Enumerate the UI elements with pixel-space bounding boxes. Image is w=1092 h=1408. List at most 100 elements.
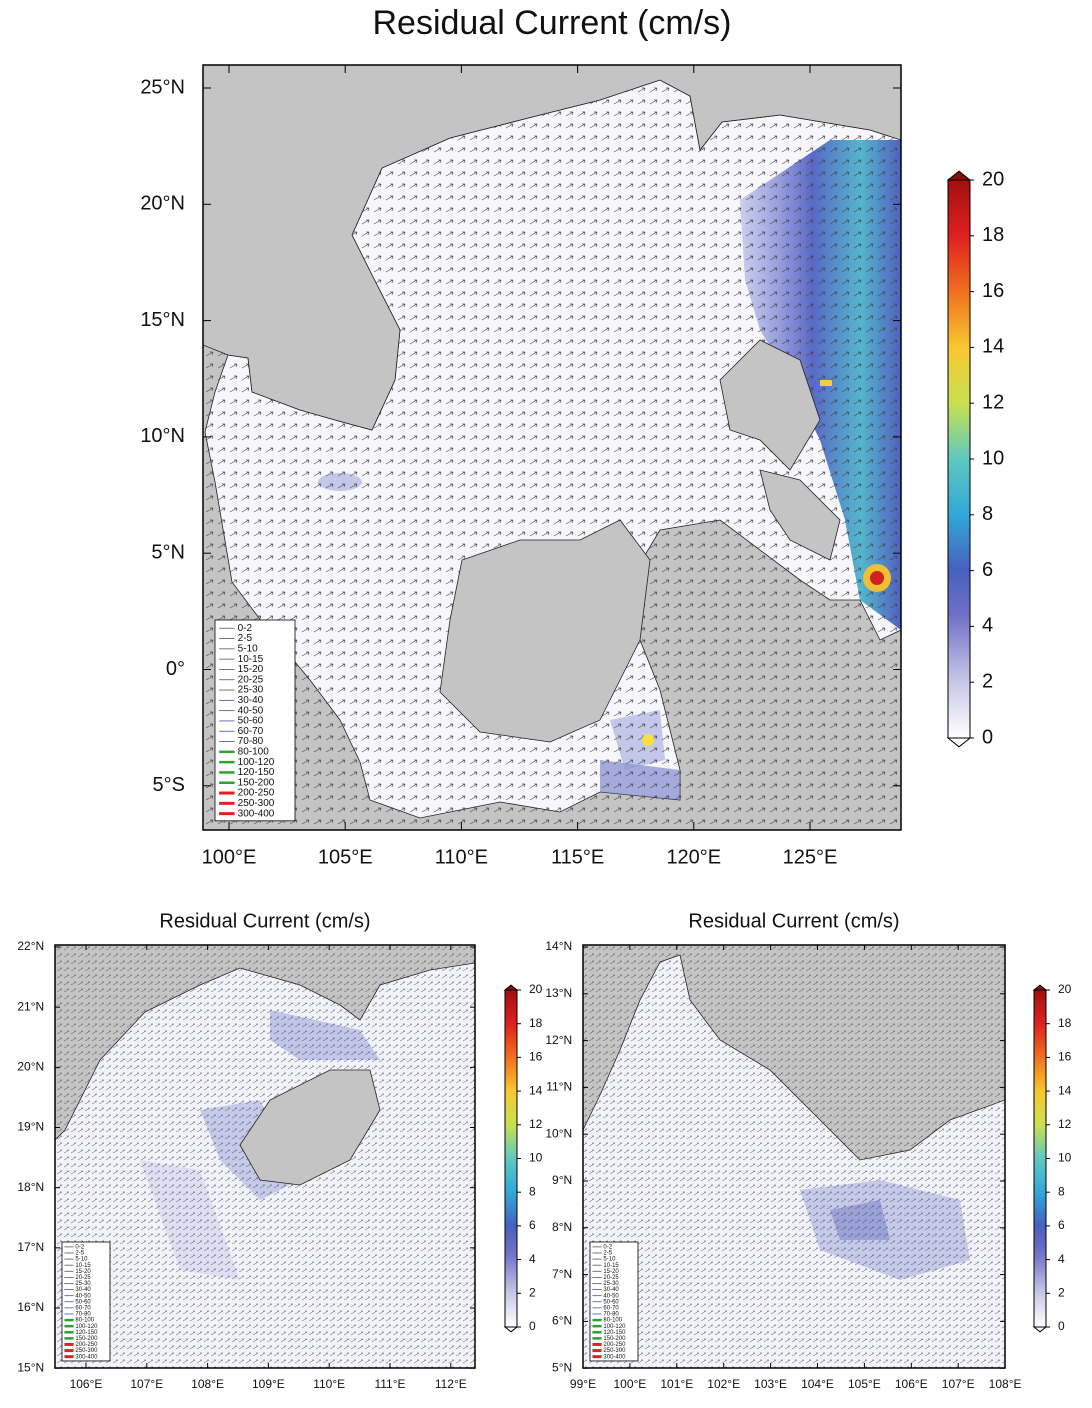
colorbar-tick-label: 10 <box>529 1151 543 1165</box>
lon-tick-label: 111°E <box>374 1377 405 1391</box>
legend-label: 2-5 <box>238 633 253 644</box>
legend-label: 10-15 <box>75 1263 91 1269</box>
colorbar-tick-label: 20 <box>1058 982 1072 996</box>
colorbar-tick-label: 8 <box>1058 1184 1065 1198</box>
lat-tick-label: 18°N <box>17 1180 44 1194</box>
legend-label: 50-60 <box>603 1299 619 1305</box>
legend-label: 20-25 <box>603 1275 619 1281</box>
lon-tick-label: 104°E <box>801 1377 834 1391</box>
legend-label: 60-70 <box>75 1305 91 1311</box>
lat-tick-label: 6°N <box>552 1314 572 1328</box>
legend-label: 300-400 <box>75 1354 98 1360</box>
map-title: Residual Current (cm/s) <box>373 4 732 42</box>
lat-tick-label: 17°N <box>17 1240 44 1254</box>
legend-label: 50-60 <box>75 1299 91 1305</box>
legend-label: 15-20 <box>75 1269 91 1275</box>
lon-tick-label: 106°E <box>895 1377 928 1391</box>
colorbar-tick-label: 2 <box>529 1285 536 1299</box>
lat-tick-label: 5°N <box>552 1360 572 1374</box>
colorbar-tick-label: 20 <box>982 168 1004 190</box>
lat-tick-label: 5°N <box>151 541 185 563</box>
legend-label: 300-400 <box>238 808 275 819</box>
colorbar-cap <box>946 170 972 181</box>
legend-label: 80-100 <box>75 1318 94 1324</box>
legend-label: 300-400 <box>603 1354 626 1360</box>
lon-tick-label: 101°E <box>660 1377 693 1391</box>
legend-label: 15-20 <box>603 1269 619 1275</box>
colorbar-tick-label: 6 <box>982 559 993 581</box>
legend-label: 120-150 <box>603 1330 626 1336</box>
legend-label: 150-200 <box>603 1336 626 1342</box>
colorbar-tick-label: 14 <box>529 1083 543 1097</box>
colorbar-tick-label: 4 <box>982 615 993 637</box>
legend-label: 5-10 <box>603 1257 616 1263</box>
lat-tick-label: 22°N <box>17 939 44 953</box>
lon-tick-label: 109°E <box>252 1377 285 1391</box>
map-title: Residual Current (cm/s) <box>159 910 370 932</box>
colorbar-tick-label: 8 <box>982 503 993 525</box>
lat-tick-label: 15°N <box>140 309 185 331</box>
legend-label: 250-300 <box>75 1348 98 1354</box>
lat-tick-label: 9°N <box>552 1173 572 1187</box>
lat-tick-label: 19°N <box>17 1120 44 1134</box>
legend-label: 150-200 <box>238 777 275 788</box>
colorbar-tick-label: 2 <box>1058 1285 1065 1299</box>
legend-label: 10-15 <box>238 654 264 665</box>
lat-tick-label: 10°N <box>140 425 185 447</box>
legend-label: 2-5 <box>603 1251 612 1257</box>
legend-label: 25-30 <box>603 1281 619 1287</box>
lat-tick-label: 20°N <box>17 1060 44 1074</box>
colorbar-tick-label: 6 <box>529 1218 536 1232</box>
lat-tick-label: 11°N <box>546 1080 572 1094</box>
colorbar-tick-label: 2 <box>982 670 993 692</box>
colorbar-tick-label: 4 <box>1058 1252 1065 1266</box>
map-tonkin <box>55 945 475 1368</box>
legend-label: 25-30 <box>238 685 264 696</box>
legend-label: 60-70 <box>238 726 264 737</box>
legend-label: 120-150 <box>238 767 275 778</box>
colorbar-tick-label: 18 <box>529 1016 543 1030</box>
lat-tick-label: 8°N <box>552 1220 572 1234</box>
colorbar-tick-label: 20 <box>529 982 543 996</box>
map-title: Residual Current (cm/s) <box>688 910 899 932</box>
vector-legend <box>214 619 296 822</box>
map-frame <box>202 64 902 831</box>
legend-label: 5-10 <box>75 1257 88 1263</box>
colorbar <box>947 179 971 739</box>
lat-tick-label: 5°S <box>153 774 185 796</box>
legend-label: 250-300 <box>238 798 275 809</box>
legend-label: 5-10 <box>238 643 258 654</box>
lat-tick-label: 21°N <box>17 999 44 1013</box>
legend-label: 100-120 <box>238 757 275 768</box>
lat-tick-label: 14°N <box>545 939 572 953</box>
lat-tick-label: 7°N <box>552 1267 572 1281</box>
lat-tick-label: 0° <box>166 658 185 680</box>
lon-tick-label: 120°E <box>666 846 721 868</box>
legend-label: 25-30 <box>75 1281 91 1287</box>
colorbar-tick-label: 16 <box>982 280 1004 302</box>
legend-label: 200-250 <box>603 1342 626 1348</box>
colorbar-tick-label: 14 <box>1058 1083 1072 1097</box>
colorbar-tick-label: 18 <box>982 224 1004 246</box>
legend-label: 0-2 <box>603 1244 612 1250</box>
legend-label: 2-5 <box>75 1251 84 1257</box>
colorbar-cap <box>1032 1326 1048 1333</box>
colorbar-tick-label: 4 <box>529 1252 536 1266</box>
lat-tick-label: 16°N <box>17 1300 44 1314</box>
legend-label: 20-25 <box>75 1275 91 1281</box>
legend-label: 10-15 <box>603 1263 619 1269</box>
legend-label: 0-2 <box>238 623 253 634</box>
legend-label: 40-50 <box>238 705 264 716</box>
lon-tick-label: 110°E <box>313 1377 345 1391</box>
map-frame <box>54 944 476 1369</box>
legend-label: 30-40 <box>238 695 264 706</box>
legend-label: 100-120 <box>603 1324 626 1330</box>
lon-tick-label: 115°E <box>551 846 604 868</box>
lat-tick-label: 13°N <box>545 986 572 1000</box>
colorbar-tick-label: 8 <box>529 1184 536 1198</box>
lon-tick-label: 100°E <box>613 1377 646 1391</box>
map-main <box>203 65 901 830</box>
colorbar-tick-label: 14 <box>982 336 1004 358</box>
lon-tick-label: 102°E <box>707 1377 740 1391</box>
